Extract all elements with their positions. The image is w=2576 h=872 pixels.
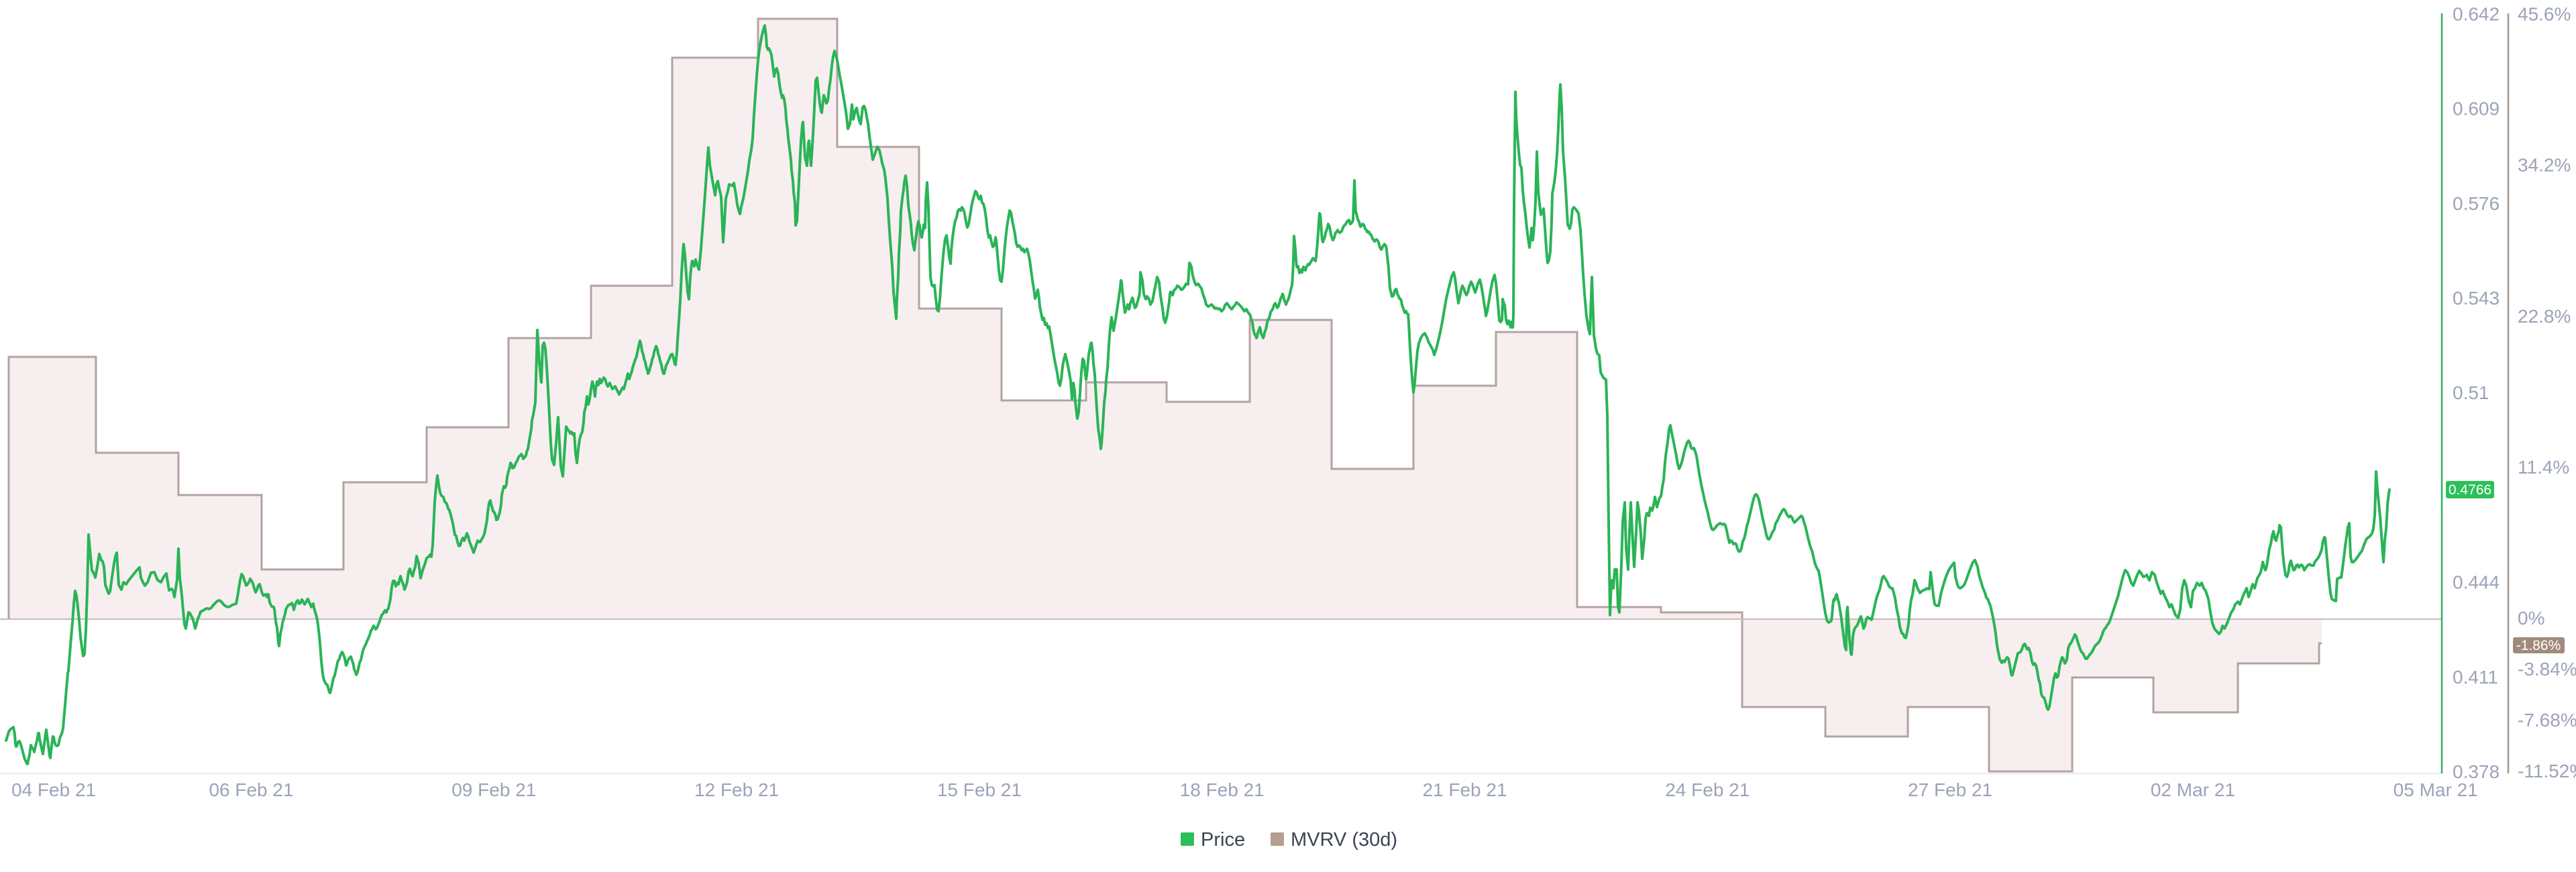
svg-text:04 Feb 21: 04 Feb 21 — [11, 779, 96, 800]
svg-text:-1.86%: -1.86% — [2516, 638, 2561, 653]
svg-text:Price: Price — [1201, 829, 1245, 851]
svg-text:27 Feb 21: 27 Feb 21 — [1908, 779, 1992, 800]
svg-text:0.4766: 0.4766 — [2449, 482, 2491, 498]
svg-text:MVRV (30d): MVRV (30d) — [1291, 829, 1397, 851]
svg-text:0.609: 0.609 — [2453, 99, 2500, 119]
svg-text:-11.52%: -11.52% — [2518, 761, 2576, 781]
svg-text:21 Feb 21: 21 Feb 21 — [1422, 779, 1507, 800]
svg-text:0.543: 0.543 — [2453, 288, 2500, 309]
svg-text:09 Feb 21: 09 Feb 21 — [451, 779, 536, 800]
svg-text:05 Mar 21: 05 Mar 21 — [2394, 779, 2478, 800]
svg-text:02 Mar 21: 02 Mar 21 — [2151, 779, 2235, 800]
svg-text:06 Feb 21: 06 Feb 21 — [209, 779, 293, 800]
svg-text:22.8%: 22.8% — [2518, 306, 2571, 327]
svg-text:12 Feb 21: 12 Feb 21 — [694, 779, 779, 800]
svg-text:45.6%: 45.6% — [2518, 3, 2571, 24]
svg-text:-3.84%: -3.84% — [2518, 659, 2576, 679]
svg-text:24 Feb 21: 24 Feb 21 — [1665, 779, 1750, 800]
svg-text:0%: 0% — [2518, 608, 2544, 629]
svg-text:0.378: 0.378 — [2453, 761, 2500, 782]
svg-text:34.2%: 34.2% — [2518, 155, 2571, 176]
svg-text:0.51: 0.51 — [2453, 382, 2489, 403]
svg-text:15 Feb 21: 15 Feb 21 — [937, 779, 1022, 800]
svg-text:0.444: 0.444 — [2453, 572, 2500, 593]
svg-text:0.642: 0.642 — [2453, 3, 2500, 24]
svg-text:11.4%: 11.4% — [2518, 457, 2569, 478]
svg-text:0.576: 0.576 — [2453, 193, 2500, 214]
svg-text:-7.68%: -7.68% — [2518, 710, 2576, 730]
svg-text:18 Feb 21: 18 Feb 21 — [1180, 779, 1265, 800]
svg-text:0.411: 0.411 — [2453, 667, 2498, 688]
